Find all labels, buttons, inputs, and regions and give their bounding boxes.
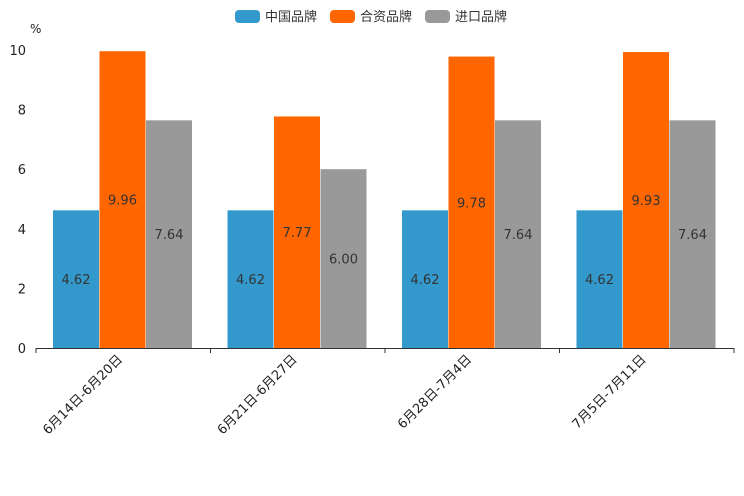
- x-axis-ticks: [35, 348, 735, 353]
- legend-swatch[interactable]: [425, 10, 450, 23]
- y-axis-ticks: 0 2 4 6 8 10: [9, 44, 26, 357]
- x-category-label: 7月5日-7月11日: [570, 352, 650, 432]
- legend-label[interactable]: 合资品牌: [360, 9, 412, 25]
- bar[interactable]: [402, 210, 448, 348]
- bar-value-label: 6.00: [329, 253, 358, 268]
- y-tick-label: 2: [18, 282, 26, 297]
- bar[interactable]: [623, 52, 669, 348]
- bar-value-label: 9.93: [632, 194, 661, 209]
- legend-swatch[interactable]: [235, 10, 260, 23]
- bar-value-label: 9.78: [457, 196, 486, 211]
- bar-value-label: 7.77: [283, 226, 312, 241]
- bar[interactable]: [448, 56, 495, 348]
- y-tick-label: 10: [9, 44, 26, 59]
- legend: 中国品牌 合资品牌 进口品牌: [235, 9, 507, 25]
- bar[interactable]: [53, 210, 99, 348]
- bar-value-label: 4.62: [62, 273, 91, 288]
- bar[interactable]: [146, 120, 192, 348]
- bar-value-label: 4.62: [236, 273, 265, 288]
- bar-value-label: 7.64: [504, 228, 533, 243]
- y-axis-unit-label: %: [30, 22, 41, 36]
- value-labels: 4.62 9.96 7.64 4.62 7.77 6.00 4.62 9.78 7.64 4.62…: [62, 194, 707, 289]
- x-category-label: 6月28日-7月4日: [395, 352, 475, 432]
- x-category-label: 6月14日-6月20日: [40, 352, 126, 438]
- bar[interactable]: [227, 210, 274, 348]
- bar[interactable]: [320, 169, 367, 348]
- bar-value-label: 4.62: [585, 273, 614, 288]
- bar-value-label: 4.62: [411, 273, 440, 288]
- legend-label[interactable]: 中国品牌: [265, 9, 317, 25]
- bar[interactable]: [495, 120, 541, 348]
- category-labels: 6月14日-6月20日 6月21日-6月27日 6月28日-7月4日 7月5日-7月1…: [40, 352, 649, 438]
- bar[interactable]: [669, 120, 716, 348]
- legend-label[interactable]: 进口品牌: [455, 9, 507, 25]
- x-category-label: 6月21日-6月27日: [215, 352, 301, 438]
- bars: [53, 51, 716, 348]
- legend-swatch[interactable]: [330, 10, 355, 23]
- y-tick-label: 8: [18, 104, 26, 119]
- bar[interactable]: [576, 210, 623, 348]
- bar-value-label: 9.96: [108, 194, 137, 209]
- bar[interactable]: [274, 116, 320, 348]
- y-tick-label: 4: [18, 223, 26, 238]
- bar[interactable]: [99, 51, 146, 348]
- bar-value-label: 7.64: [155, 228, 184, 243]
- y-tick-label: 6: [18, 163, 26, 178]
- y-tick-label: 0: [18, 342, 26, 357]
- bar-value-label: 7.64: [678, 228, 707, 243]
